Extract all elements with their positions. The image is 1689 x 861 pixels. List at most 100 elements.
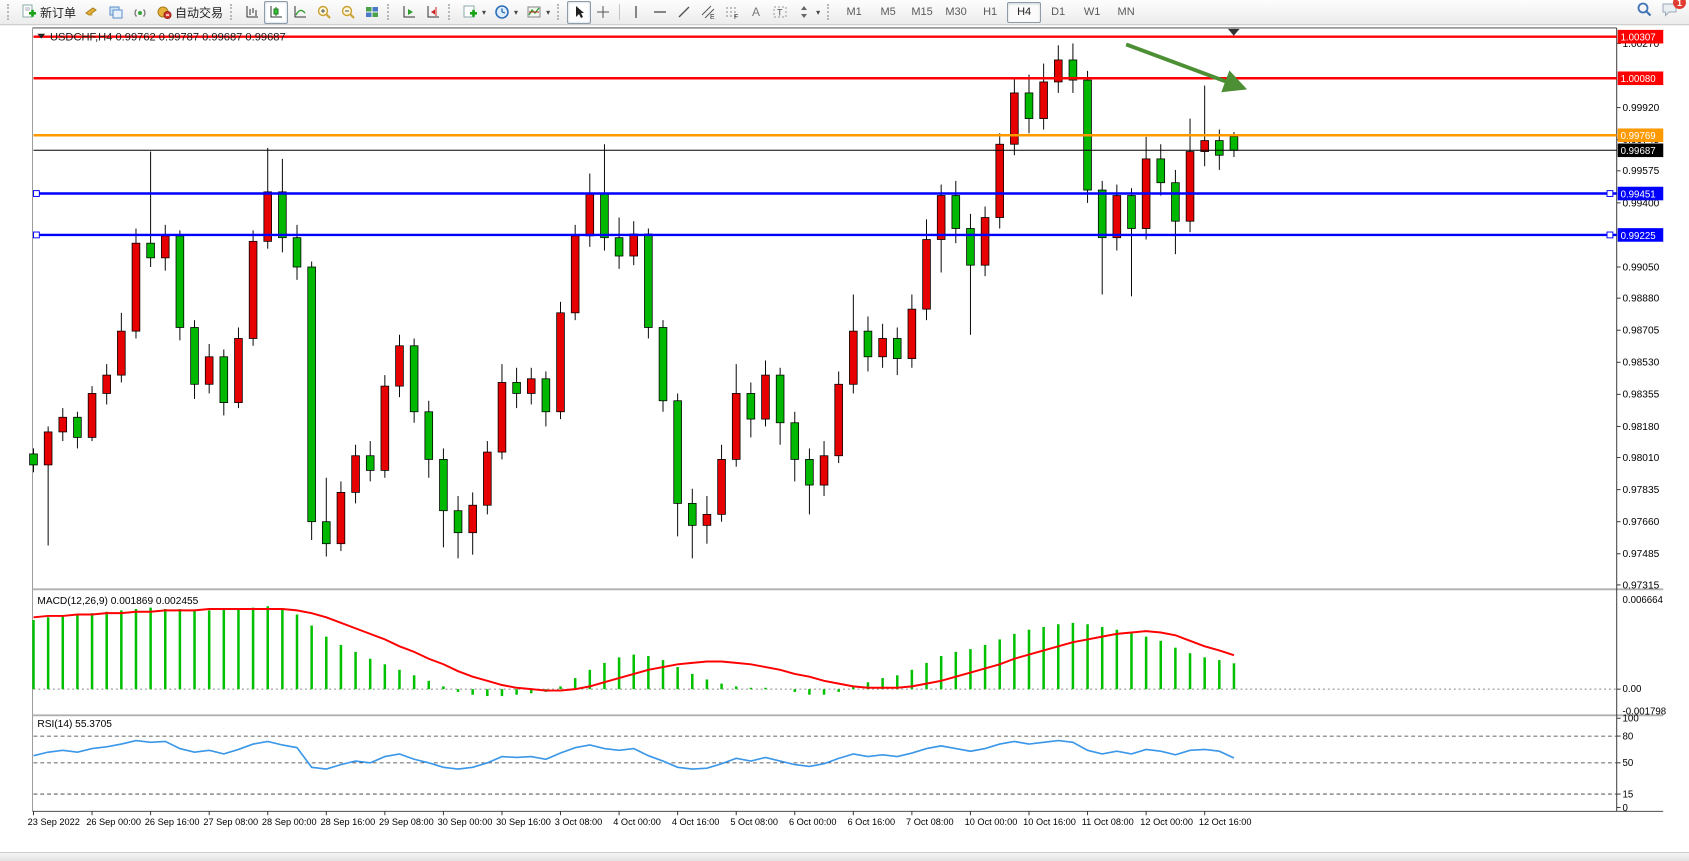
new-chart-button[interactable]: ▾ [458, 1, 490, 24]
hline-1.00080[interactable]: 1.00080 [33, 71, 1664, 86]
candle-body [541, 378, 551, 413]
candle-body [439, 459, 448, 512]
crosshair-tool-button[interactable] [591, 1, 615, 24]
toolbar-grip [448, 4, 455, 20]
timeframe-button-m30[interactable]: M30 [945, 6, 967, 18]
price-tick-label: 0.98355 [1623, 390, 1660, 401]
tile-windows-button[interactable] [360, 1, 384, 24]
price-badge [1617, 29, 1664, 44]
arrows-icon [796, 4, 812, 20]
svg-text:T: T [777, 8, 783, 18]
time-axis-label: 30 Sep 00:00 [438, 817, 493, 827]
rsi-axis-label: 100 [1623, 714, 1640, 725]
text-tool-button[interactable]: A [744, 1, 768, 24]
search-icon[interactable] [1636, 1, 1653, 23]
bar-chart-button[interactable] [240, 1, 264, 24]
rsi-axis-label: 50 [1623, 758, 1634, 769]
candle-body [775, 374, 785, 424]
timeframe-button-m5[interactable]: M5 [880, 6, 896, 18]
hline-0.99225[interactable]: 0.99225 [33, 228, 1664, 242]
timeframe-button-w1[interactable]: W1 [1083, 6, 1101, 18]
candle-body [131, 242, 141, 332]
timeframe-button-m1[interactable]: M1 [846, 6, 862, 18]
candle-body [248, 240, 258, 339]
time-axis-label: 6 Oct 00:00 [789, 817, 837, 827]
charts-window-button[interactable] [104, 1, 128, 24]
fibonacci-tool-button[interactable]: F [720, 1, 744, 24]
channel-tool-button[interactable]: E [696, 1, 720, 24]
price-tick-label: 0.97485 [1623, 549, 1660, 560]
rsi-line [33, 739, 1235, 770]
text-label-tool-button[interactable]: T [768, 1, 792, 24]
horizontal-line-tool-button[interactable] [648, 1, 672, 24]
candles [29, 43, 1239, 559]
hline-0.99687[interactable]: 0.99687 [33, 143, 1664, 157]
auto-scroll-button[interactable] [397, 1, 421, 24]
tile-windows-icon [364, 4, 380, 20]
candle-body [922, 239, 931, 310]
collapse-triangle-icon[interactable] [37, 33, 46, 39]
candle-body [585, 193, 595, 237]
chart-shift-marker[interactable] [1227, 28, 1240, 36]
zoom-out-button[interactable] [336, 1, 360, 24]
toolbar-grip [387, 4, 394, 20]
periods-button[interactable]: ▾ [490, 1, 522, 24]
auto-trading-label: 自动交易 [175, 5, 224, 20]
crosshair-icon [595, 4, 611, 20]
timeframe-button-m15[interactable]: M15 [911, 6, 933, 18]
candle-body [278, 191, 287, 239]
timeframe-button-h1[interactable]: H1 [983, 6, 998, 18]
notifications-button[interactable]: 1 [1661, 0, 1686, 23]
candle-body [1127, 195, 1136, 229]
price-badge [1617, 71, 1664, 86]
candle-body [87, 393, 97, 438]
trendline-tool-button[interactable] [672, 1, 696, 24]
megaphone-button[interactable] [80, 1, 104, 24]
candle-body [761, 374, 770, 420]
candle-body [673, 400, 682, 504]
chart-svg: 1.002700.999200.997450.995750.994000.990… [25, 26, 1666, 853]
price-badge-label: 0.99225 [1621, 231, 1656, 242]
rsi-axis-label: 80 [1623, 731, 1634, 742]
timeframe-button-mn[interactable]: MN [1117, 6, 1135, 18]
time-axis-label: 6 Oct 16:00 [848, 817, 896, 827]
hline-1.00307[interactable]: 1.00307 [33, 29, 1664, 44]
hline-0.99451[interactable]: 0.99451 [33, 186, 1664, 201]
candle-body [717, 459, 726, 515]
symbol-title: USDCHF,H4 0.99762 0.99787 0.99687 0.9968… [37, 32, 286, 44]
candlestick-chart-button[interactable] [264, 0, 289, 24]
time-axis-label: 4 Oct 00:00 [613, 817, 661, 827]
svg-text:E: E [710, 14, 715, 20]
cursor-tool-button[interactable] [567, 0, 592, 24]
auto-scroll-icon [401, 4, 417, 20]
new-order-button[interactable]: 新订单 [17, 1, 80, 24]
templates-button[interactable]: ▾ [522, 1, 554, 24]
signal-button[interactable] [128, 1, 152, 24]
candle-body [819, 455, 829, 486]
candle-body [863, 330, 873, 358]
candle-body [336, 491, 346, 545]
timeframe-button-h4[interactable]: H4 [1007, 1, 1042, 23]
price-badge-label: 1.00307 [1621, 33, 1656, 44]
candle-body [629, 233, 638, 257]
chart-shift-icon [425, 4, 441, 20]
macd-axis-label: 0.00 [1623, 684, 1642, 695]
time-axis-label: 26 Sep 00:00 [86, 817, 141, 827]
vertical-line-tool-button[interactable] [624, 1, 648, 24]
vertical-line-icon [628, 4, 644, 20]
chart-shift-button[interactable] [421, 1, 445, 24]
time-axis-label: 11 Oct 08:00 [1082, 817, 1134, 827]
hline-0.99769[interactable]: 0.99769 [33, 128, 1664, 142]
chevron-down-icon: ▾ [514, 7, 519, 17]
line-handle [1606, 231, 1614, 239]
toolbar-grip [827, 4, 834, 20]
auto-trading-button[interactable]: 自动交易 [152, 1, 227, 24]
chart-canvas[interactable]: 1.002700.999200.997450.995750.994000.990… [0, 26, 1689, 853]
timeframe-button-d1[interactable]: D1 [1051, 6, 1066, 18]
candle-body [483, 451, 492, 506]
line-chart-button[interactable] [288, 1, 312, 24]
zoom-in-button[interactable] [312, 1, 336, 24]
arrows-tool-button[interactable]: ▾ [792, 1, 824, 24]
time-axis-label: 12 Oct 00:00 [1140, 817, 1193, 827]
trend-arrow-annotation[interactable] [1125, 42, 1248, 93]
